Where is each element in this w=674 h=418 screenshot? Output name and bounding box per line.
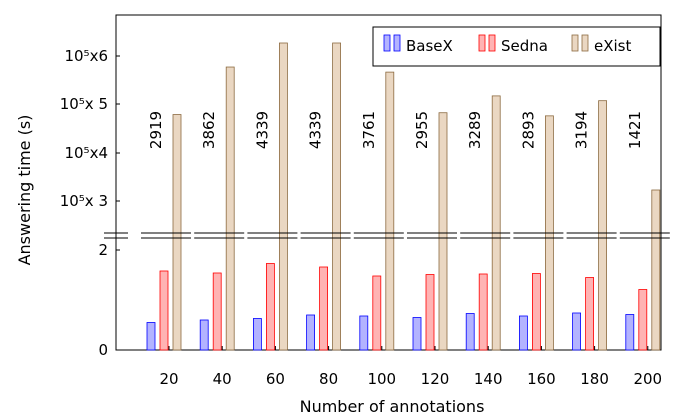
bars-layer bbox=[146, 42, 661, 351]
y-tick-label: 10⁵x 3 bbox=[60, 192, 108, 210]
x-tick-label: 40 bbox=[213, 370, 232, 388]
y-axis-label: Answering time (s) bbox=[15, 115, 34, 266]
bar-exist bbox=[438, 112, 448, 351]
x-tick-label: 80 bbox=[319, 370, 338, 388]
x-tick-label: 140 bbox=[474, 370, 503, 388]
value-labels-layer: 2919 3862 4339 4339 3761 2955 3289 2893 3194 1421 bbox=[147, 111, 644, 149]
bar-exist bbox=[491, 95, 501, 351]
x-tick-label: 100 bbox=[367, 370, 396, 388]
bar-exist bbox=[598, 100, 607, 351]
y-tick-label: 2 bbox=[98, 241, 108, 259]
legend-label: Sedna bbox=[501, 37, 548, 55]
y-tick-label: 0 bbox=[98, 341, 108, 359]
x-tick-label: 120 bbox=[421, 370, 450, 388]
bar-sedna bbox=[159, 270, 169, 351]
y-tick-label: 10⁵x4 bbox=[64, 144, 108, 162]
legend-swatch bbox=[393, 34, 401, 52]
bar-exist bbox=[278, 42, 288, 351]
bar-exist bbox=[332, 42, 342, 351]
bar-basex bbox=[252, 318, 262, 351]
bar-exist bbox=[651, 189, 661, 351]
legend-swatch bbox=[478, 34, 486, 52]
x-axis-ticks: 20 40 60 80 100 120 140 160 180 200 bbox=[159, 346, 662, 388]
legend-swatch bbox=[488, 34, 496, 52]
x-tick-label: 60 bbox=[266, 370, 285, 388]
bar-exist bbox=[385, 71, 395, 351]
bar-sedna bbox=[478, 273, 488, 351]
legend-label: eXist bbox=[594, 37, 631, 55]
value-label: 3194 bbox=[573, 111, 591, 149]
x-tick-label: 180 bbox=[580, 370, 609, 388]
x-tick-label: 160 bbox=[527, 370, 556, 388]
axis-break-marks bbox=[104, 232, 670, 239]
value-label: 3862 bbox=[200, 111, 218, 149]
legend-label: BaseX bbox=[406, 37, 453, 55]
value-label: 2955 bbox=[413, 111, 431, 149]
bar-basex bbox=[519, 315, 528, 351]
value-label: 1421 bbox=[626, 111, 644, 149]
bar-exist bbox=[172, 114, 182, 351]
bar-basex bbox=[199, 319, 209, 351]
bar-basex bbox=[306, 314, 316, 351]
value-label: 2893 bbox=[519, 111, 537, 149]
y-axis-ticks: 0 2 10⁵x 3 10⁵x4 10⁵x 5 10⁵x6 bbox=[60, 47, 120, 359]
y-tick-label: 10⁵x6 bbox=[64, 47, 108, 65]
legend-swatch bbox=[571, 34, 579, 52]
bar-basex bbox=[572, 312, 581, 351]
bar-sedna bbox=[319, 266, 329, 351]
x-tick-label: 20 bbox=[159, 370, 178, 388]
legend-swatch bbox=[383, 34, 391, 52]
bar-sedna bbox=[212, 272, 222, 351]
bar-sedna bbox=[372, 275, 382, 351]
value-label: 3761 bbox=[360, 111, 378, 149]
bar-exist bbox=[225, 66, 235, 351]
y-tick-label: 10⁵x 5 bbox=[60, 95, 108, 113]
bar-sedna bbox=[638, 289, 648, 351]
bar-sedna bbox=[265, 263, 275, 351]
legend-box bbox=[372, 26, 661, 67]
x-axis-label: Number of annotations bbox=[300, 397, 485, 416]
value-label: 4339 bbox=[307, 111, 325, 149]
bar-basex bbox=[359, 315, 369, 351]
legend-swatch bbox=[581, 34, 589, 52]
value-label: 2919 bbox=[147, 111, 165, 149]
bar-sedna bbox=[532, 273, 541, 351]
bar-sedna bbox=[425, 274, 435, 351]
value-label: 3289 bbox=[466, 111, 484, 149]
legend: BaseX Sedna eXist bbox=[372, 26, 661, 67]
bar-basex bbox=[625, 314, 635, 351]
bar-basex bbox=[465, 313, 475, 351]
bar-sedna bbox=[585, 277, 594, 351]
bar-basex bbox=[146, 322, 156, 351]
bar-basex bbox=[412, 317, 422, 351]
value-label: 4339 bbox=[253, 111, 271, 149]
x-tick-label: 200 bbox=[633, 370, 662, 388]
